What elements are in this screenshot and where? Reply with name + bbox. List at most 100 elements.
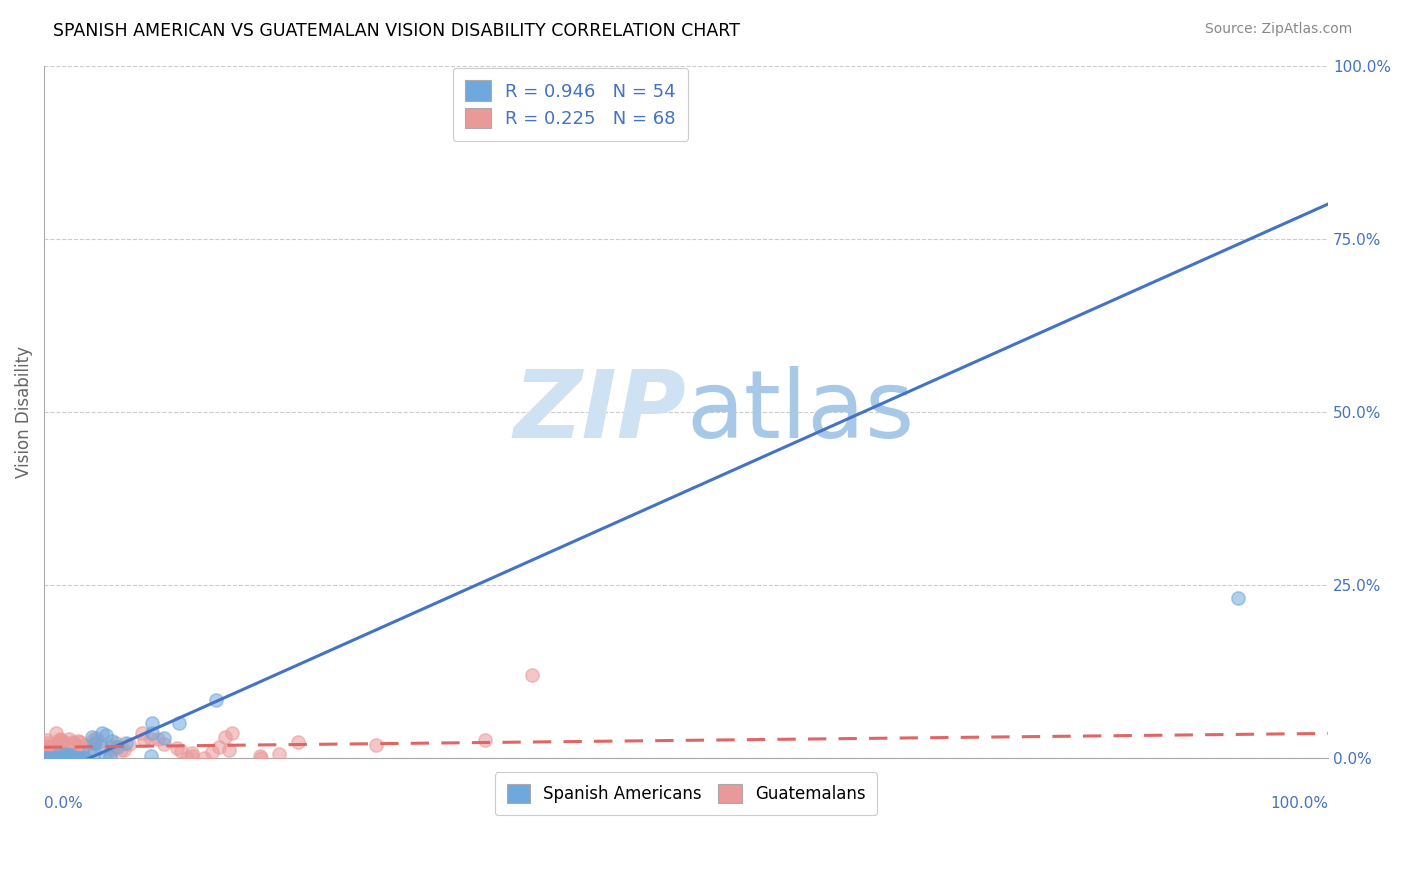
Point (58, 731, 80, 746)
Point (131, 726, 153, 740)
Point (52, 735, 75, 749)
Point (214, 731, 236, 745)
Point (69, 750, 91, 764)
Point (101, 742, 124, 756)
Point (56, 748, 79, 763)
Point (181, 746, 204, 760)
Point (62, 746, 84, 760)
Point (60, 747, 83, 762)
Point (110, 743, 132, 757)
Point (45, 726, 67, 740)
Point (35, 750, 58, 764)
Point (75, 750, 97, 764)
Point (35, 739, 58, 754)
Point (53, 750, 76, 764)
Point (49, 732, 72, 747)
Point (86, 731, 108, 746)
Point (98, 749, 121, 764)
Point (72, 750, 94, 764)
Point (84, 736, 107, 750)
Point (193, 750, 215, 764)
Point (37, 750, 59, 764)
Point (96, 728, 118, 742)
Y-axis label: Vision Disability: Vision Disability (15, 345, 32, 477)
Point (56, 750, 79, 764)
Point (62, 750, 84, 764)
Point (44, 750, 66, 764)
Point (53, 747, 76, 762)
Point (100, 740, 122, 755)
Point (62, 750, 84, 764)
Point (49, 732, 72, 747)
Point (474, 733, 496, 747)
Point (67, 734, 90, 748)
Point (46, 749, 69, 764)
Point (94, 750, 117, 764)
Point (59, 750, 82, 764)
Point (67, 750, 90, 764)
Point (63, 736, 86, 750)
Point (201, 745, 224, 759)
Point (250, 750, 273, 764)
Point (141, 725, 163, 739)
Point (105, 739, 128, 754)
Point (82, 732, 104, 747)
Point (79, 744, 101, 758)
Point (267, 747, 290, 762)
Point (35, 736, 58, 750)
Point (62, 750, 84, 764)
Point (520, 667, 543, 681)
Point (42, 750, 65, 764)
Point (118, 738, 141, 752)
Point (53, 750, 76, 764)
Point (35, 732, 58, 747)
Point (45, 748, 67, 763)
Text: SPANISH AMERICAN VS GUATEMALAN VISION DISABILITY CORRELATION CHART: SPANISH AMERICAN VS GUATEMALAN VISION DI… (53, 22, 741, 40)
Point (366, 738, 388, 752)
Point (82, 730, 104, 744)
Point (1227, 591, 1250, 606)
Point (48, 750, 70, 764)
Point (170, 744, 193, 758)
Point (46, 750, 69, 764)
Point (39, 739, 62, 754)
Point (45, 750, 67, 764)
Point (167, 716, 190, 731)
Point (73, 739, 96, 753)
Point (153, 731, 176, 745)
Point (98, 748, 121, 763)
Point (58, 750, 80, 764)
Point (176, 750, 198, 764)
Point (63, 750, 86, 764)
Text: atlas: atlas (686, 366, 914, 458)
Point (218, 743, 240, 757)
Point (60, 750, 83, 764)
Point (115, 736, 138, 750)
Point (181, 749, 204, 764)
Point (73, 750, 96, 764)
Point (48, 733, 70, 747)
Point (39, 740, 62, 755)
Point (204, 693, 226, 707)
Point (89, 734, 111, 748)
Point (101, 734, 124, 748)
Point (37, 750, 59, 764)
Text: Source: ZipAtlas.com: Source: ZipAtlas.com (1205, 22, 1353, 37)
Point (58, 748, 80, 763)
Point (39, 750, 62, 764)
Point (48, 747, 70, 762)
Point (60, 750, 83, 764)
Legend: Spanish Americans, Guatemalans: Spanish Americans, Guatemalans (495, 772, 877, 815)
Point (148, 732, 170, 747)
Point (72, 741, 94, 756)
Point (90, 726, 112, 740)
Point (65, 750, 87, 764)
Point (134, 732, 156, 747)
Point (141, 716, 163, 731)
Point (35, 747, 58, 761)
Point (221, 726, 243, 740)
Point (49, 750, 72, 764)
Point (69, 735, 91, 749)
Point (51, 750, 73, 764)
Point (55, 750, 77, 764)
